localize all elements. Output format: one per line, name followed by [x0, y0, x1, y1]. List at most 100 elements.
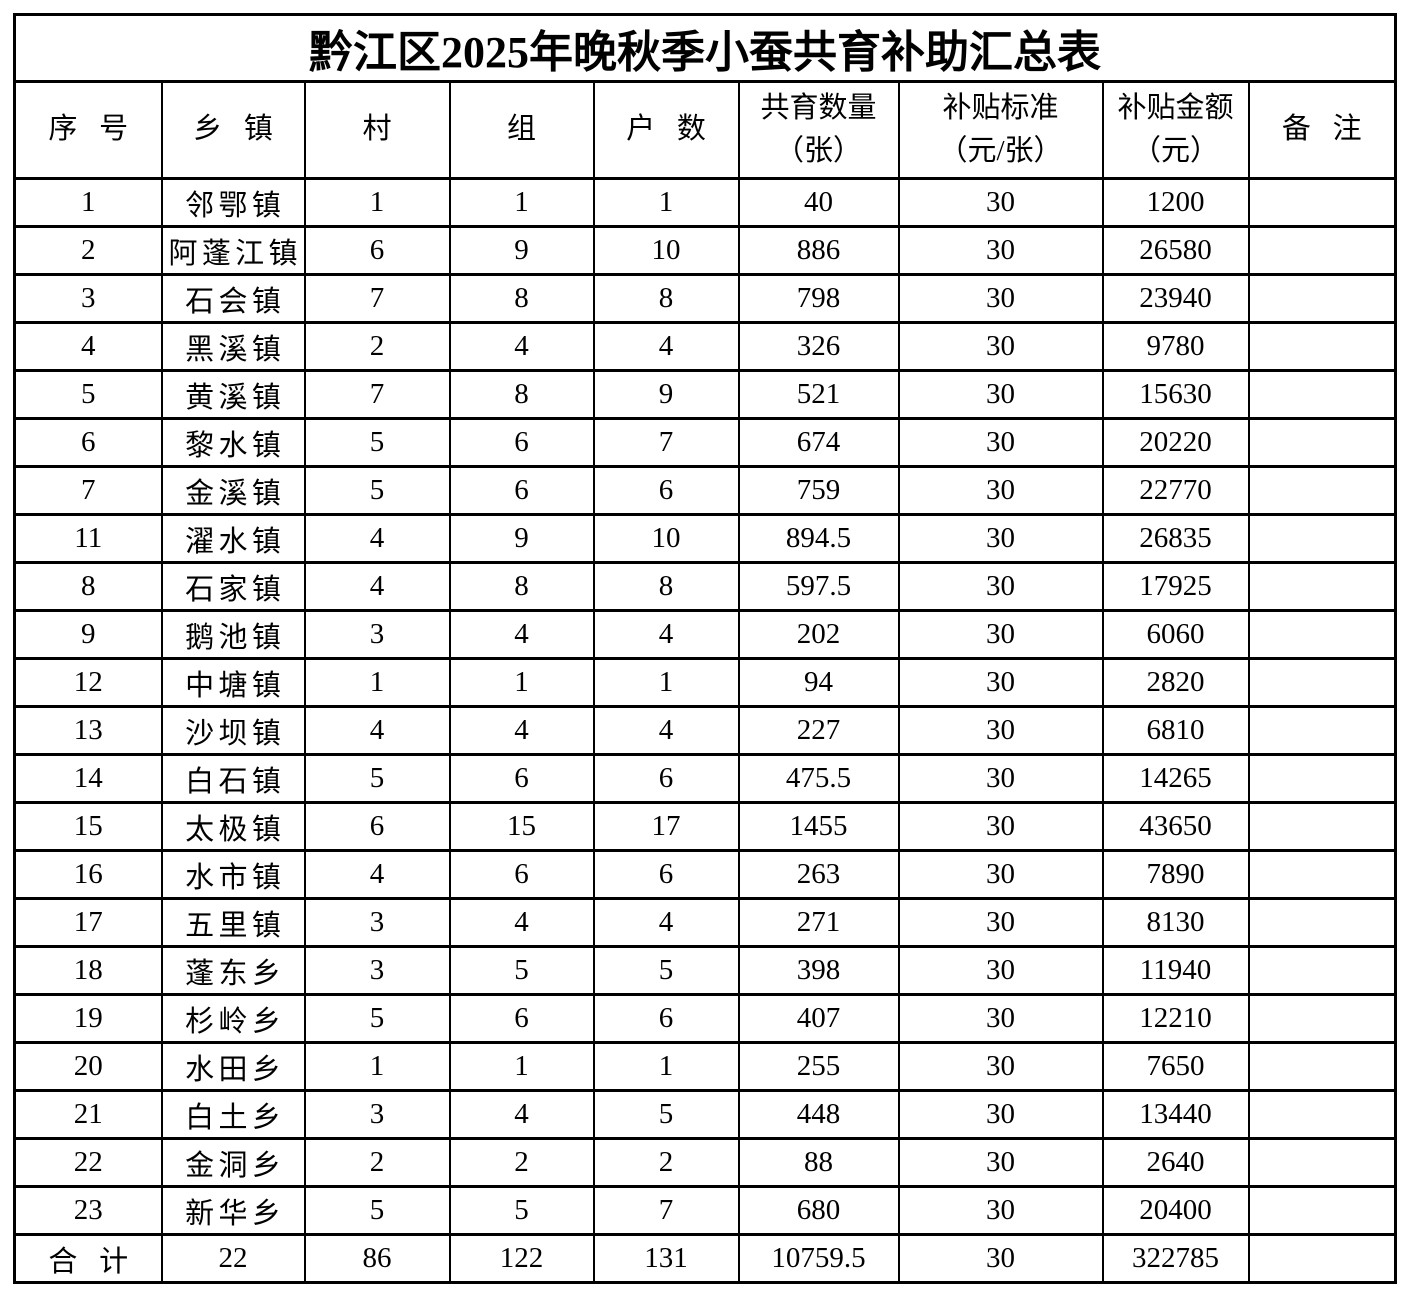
table-cell: 黄溪镇	[160, 369, 306, 420]
table-cell: 4	[448, 705, 595, 756]
table-cell: 11	[13, 513, 163, 564]
table-cell: 30	[897, 753, 1104, 804]
table-cell: 30	[897, 897, 1104, 948]
table-cell: 金溪镇	[160, 465, 306, 516]
table-title-row: 黔江区2025年晚秋季小蚕共育补助汇总表	[13, 13, 1397, 83]
table-cell: 4	[303, 849, 451, 900]
table-row: 21 白土乡 3 4 5 448 30 13440	[13, 1089, 1397, 1140]
table-cell: 19	[13, 993, 163, 1044]
table-cell: 30	[897, 657, 1104, 708]
table-cell: 22	[13, 1137, 163, 1188]
table-cell: 30	[897, 801, 1104, 852]
table-cell: 17925	[1101, 561, 1250, 612]
table-cell: 759	[737, 465, 900, 516]
table-cell: 20400	[1101, 1185, 1250, 1236]
table-cell: 9	[13, 609, 163, 660]
table-cell: 6	[592, 753, 740, 804]
table-cell: 3	[303, 1089, 451, 1140]
table-row: 7 金溪镇 5 6 6 759 30 22770	[13, 465, 1397, 516]
table-cell: 7	[592, 1185, 740, 1236]
table-cell: 6	[592, 993, 740, 1044]
table-cell: 6810	[1101, 705, 1250, 756]
table-cell: 4	[13, 321, 163, 372]
table-cell: 6	[303, 801, 451, 852]
table-cell: 白石镇	[160, 753, 306, 804]
table-cell: 5	[303, 465, 451, 516]
table-cell: 3	[303, 897, 451, 948]
total-cell: 22	[160, 1233, 306, 1284]
table-cell: 23940	[1101, 273, 1250, 324]
table-cell: 黑溪镇	[160, 321, 306, 372]
table-cell: 13440	[1101, 1089, 1250, 1140]
table-cell: 6	[592, 465, 740, 516]
table-cell: 5	[592, 1089, 740, 1140]
table-cell: 水市镇	[160, 849, 306, 900]
table-cell: 6	[448, 753, 595, 804]
table-cell: 30	[897, 417, 1104, 468]
table-cell	[1247, 657, 1397, 708]
table-cell: 8	[448, 369, 595, 420]
col-header-amount: 补贴金额 （元）	[1101, 80, 1250, 180]
table-cell	[1247, 801, 1397, 852]
table-cell: 18	[13, 945, 163, 996]
table-cell: 5	[303, 753, 451, 804]
table-cell: 475.5	[737, 753, 900, 804]
table-cell: 5	[592, 945, 740, 996]
table-cell: 4	[303, 561, 451, 612]
table-cell: 白土乡	[160, 1089, 306, 1140]
table-cell: 8	[448, 273, 595, 324]
table-cell	[1247, 1041, 1397, 1092]
total-cell: 122	[448, 1233, 595, 1284]
table-cell: 5	[448, 945, 595, 996]
table-cell: 中塘镇	[160, 657, 306, 708]
table-cell: 4	[303, 513, 451, 564]
table-cell: 1	[303, 1041, 451, 1092]
table-cell: 15630	[1101, 369, 1250, 420]
table-cell: 1	[592, 1041, 740, 1092]
table-cell: 30	[897, 1041, 1104, 1092]
total-cell: 10759.5	[737, 1233, 900, 1284]
table-cell: 30	[897, 609, 1104, 660]
table-cell: 2640	[1101, 1137, 1250, 1188]
table-cell: 7650	[1101, 1041, 1250, 1092]
table-cell: 8130	[1101, 897, 1250, 948]
table-cell: 鹅池镇	[160, 609, 306, 660]
table-cell	[1247, 177, 1397, 228]
table-cell: 1	[448, 657, 595, 708]
total-cell: 合 计	[13, 1233, 163, 1284]
table-cell: 水田乡	[160, 1041, 306, 1092]
table-cell	[1247, 897, 1397, 948]
table-row: 8 石家镇 4 8 8 597.5 30 17925	[13, 561, 1397, 612]
table-cell: 2	[303, 1137, 451, 1188]
table-cell: 1	[303, 657, 451, 708]
table-row: 19 杉岭乡 5 6 6 407 30 12210	[13, 993, 1397, 1044]
table-cell: 40	[737, 177, 900, 228]
table-cell: 798	[737, 273, 900, 324]
table-row: 20 水田乡 1 1 1 255 30 7650	[13, 1041, 1397, 1092]
table-cell: 255	[737, 1041, 900, 1092]
table-cell: 202	[737, 609, 900, 660]
col-header-township: 乡 镇	[160, 80, 306, 180]
table-row: 17 五里镇 3 4 4 271 30 8130	[13, 897, 1397, 948]
table-cell: 2	[13, 225, 163, 276]
table-body: 1 邻鄂镇 1 1 1 40 30 1200 2 阿蓬江镇 6 9 10 886 30 26580 3 石会镇 7 8…	[13, 177, 1397, 1284]
table-cell: 26835	[1101, 513, 1250, 564]
table-cell: 1	[303, 177, 451, 228]
table-cell	[1247, 225, 1397, 276]
table-row: 11 濯水镇 4 9 10 894.5 30 26835	[13, 513, 1397, 564]
table-cell: 6	[592, 849, 740, 900]
table-cell: 9	[448, 513, 595, 564]
table-cell: 3	[303, 945, 451, 996]
table-row: 13 沙坝镇 4 4 4 227 30 6810	[13, 705, 1397, 756]
table-cell: 7	[592, 417, 740, 468]
table-cell: 6	[448, 417, 595, 468]
table-cell: 6	[13, 417, 163, 468]
table-cell: 30	[897, 561, 1104, 612]
table-cell: 15	[448, 801, 595, 852]
table-cell: 2820	[1101, 657, 1250, 708]
table-cell: 680	[737, 1185, 900, 1236]
table-cell: 6060	[1101, 609, 1250, 660]
table-cell: 30	[897, 993, 1104, 1044]
table-row: 2 阿蓬江镇 6 9 10 886 30 26580	[13, 225, 1397, 276]
